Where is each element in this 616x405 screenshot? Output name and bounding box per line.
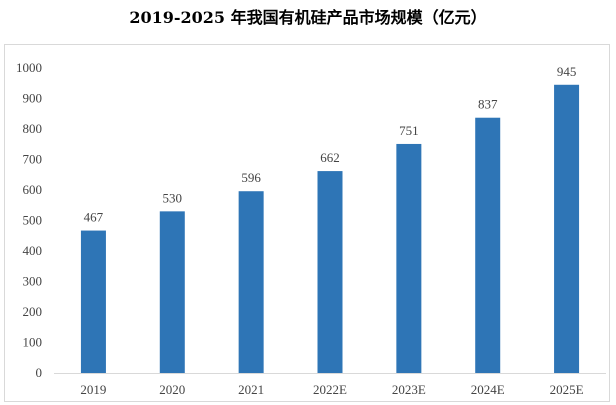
y-tick-label: 500 [23, 213, 43, 228]
y-tick-label: 0 [36, 365, 43, 380]
chart-frame [4, 44, 610, 402]
bar [396, 143, 422, 373]
y-tick-label: 400 [23, 243, 43, 258]
data-label: 530 [163, 190, 183, 205]
chart-title: 2019-2025 年我国有机硅产品市场规模（亿元） [129, 8, 487, 27]
x-tick-label: 2019 [80, 382, 106, 397]
y-tick-label: 800 [23, 121, 43, 136]
bar [554, 84, 580, 374]
x-tick-label: 2022E [313, 382, 347, 397]
data-label: 662 [320, 150, 340, 165]
bar [317, 171, 343, 373]
y-tick-label: 600 [23, 182, 43, 197]
x-tick-label: 2021 [238, 382, 264, 397]
data-label: 467 [84, 210, 104, 225]
data-label: 596 [241, 170, 261, 185]
bar [80, 230, 106, 373]
y-tick-label: 200 [23, 304, 43, 319]
y-tick-label: 100 [23, 335, 43, 350]
y-tick-label: 900 [23, 91, 43, 106]
y-tick-label: 700 [23, 152, 43, 167]
bar [475, 117, 501, 373]
x-tick-label: 2023E [392, 382, 426, 397]
x-tick-label: 2025E [550, 382, 584, 397]
bar [238, 191, 264, 373]
x-tick-label: 2024E [471, 382, 505, 397]
bar [159, 211, 185, 373]
data-label: 751 [399, 123, 419, 138]
y-tick-label: 300 [23, 274, 43, 289]
data-label: 945 [557, 64, 577, 79]
x-tick-label: 2020 [159, 382, 185, 397]
y-tick-label: 1000 [16, 60, 42, 75]
data-label: 837 [478, 97, 498, 112]
